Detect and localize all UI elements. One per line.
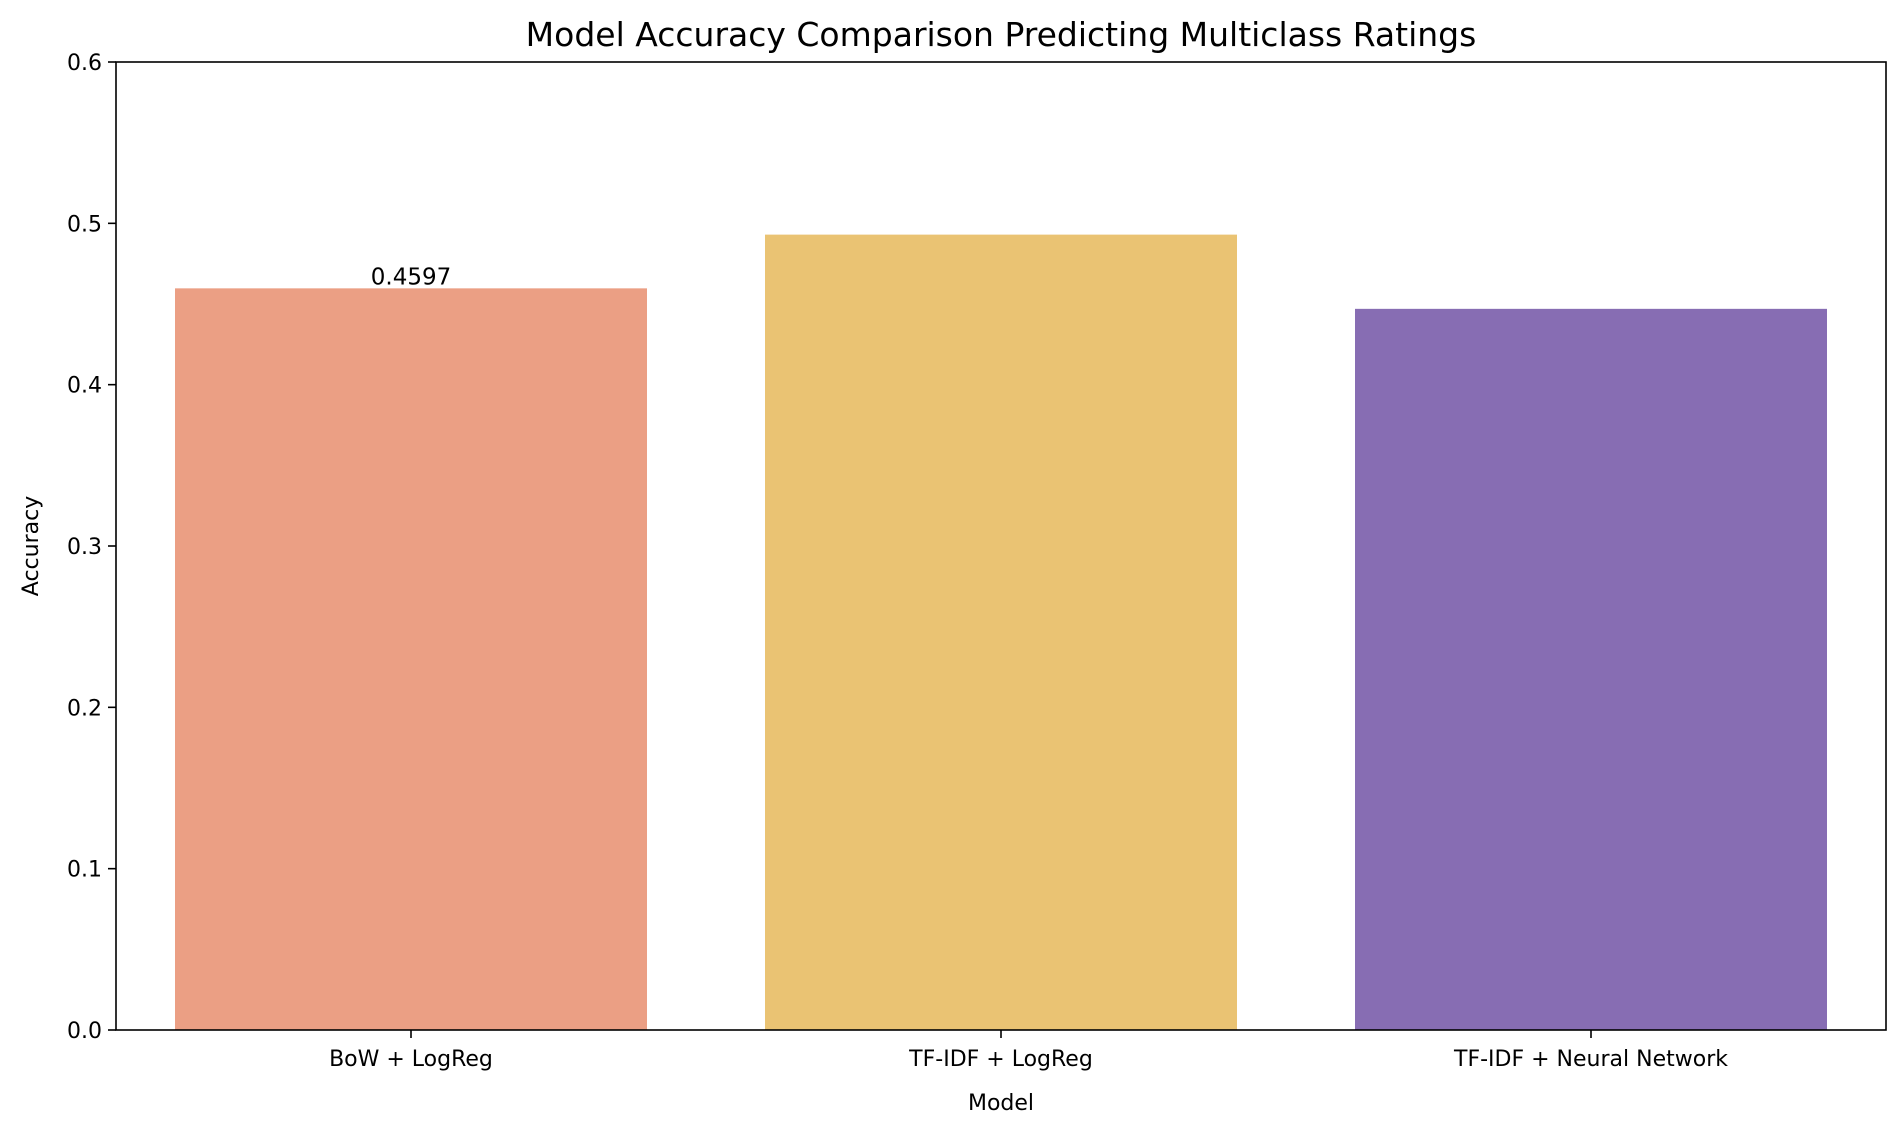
bars-layer xyxy=(175,234,1827,1031)
bar-1 xyxy=(175,288,647,1030)
y-tick-label-1: 0.0 xyxy=(67,1019,102,1044)
y-tick-label-3: 0.2 xyxy=(67,696,102,721)
bar-2 xyxy=(765,234,1237,1031)
x-tick-label-1: BoW + LogReg xyxy=(329,1047,493,1072)
x-axis-label: Model xyxy=(968,1091,1034,1116)
x-axis: BoW + LogReg TF-IDF + LogReg TF-IDF + Neur… xyxy=(329,1030,1728,1072)
y-tick-label-6: 0.5 xyxy=(67,212,102,237)
chart-title: Model Accuracy Comparison Predicting Mul… xyxy=(526,15,1477,54)
y-tick-label-5: 0.4 xyxy=(67,374,102,399)
y-tick-label-2: 0.1 xyxy=(67,858,102,883)
y-axis-label: Accuracy xyxy=(19,496,44,596)
y-tick-label-4: 0.3 xyxy=(67,535,102,560)
data-labels-layer: 0.4597 xyxy=(371,264,451,290)
x-tick-label-2: TF-IDF + LogReg xyxy=(908,1047,1093,1072)
data-label-1: 0.4597 xyxy=(371,264,451,290)
bar-3 xyxy=(1355,308,1827,1031)
y-tick-label-7: 0.6 xyxy=(67,51,102,76)
y-axis: 0.0 0.1 0.2 0.3 0.4 0.5 0.6 xyxy=(67,51,116,1044)
x-tick-label-3: TF-IDF + Neural Network xyxy=(1453,1047,1728,1072)
